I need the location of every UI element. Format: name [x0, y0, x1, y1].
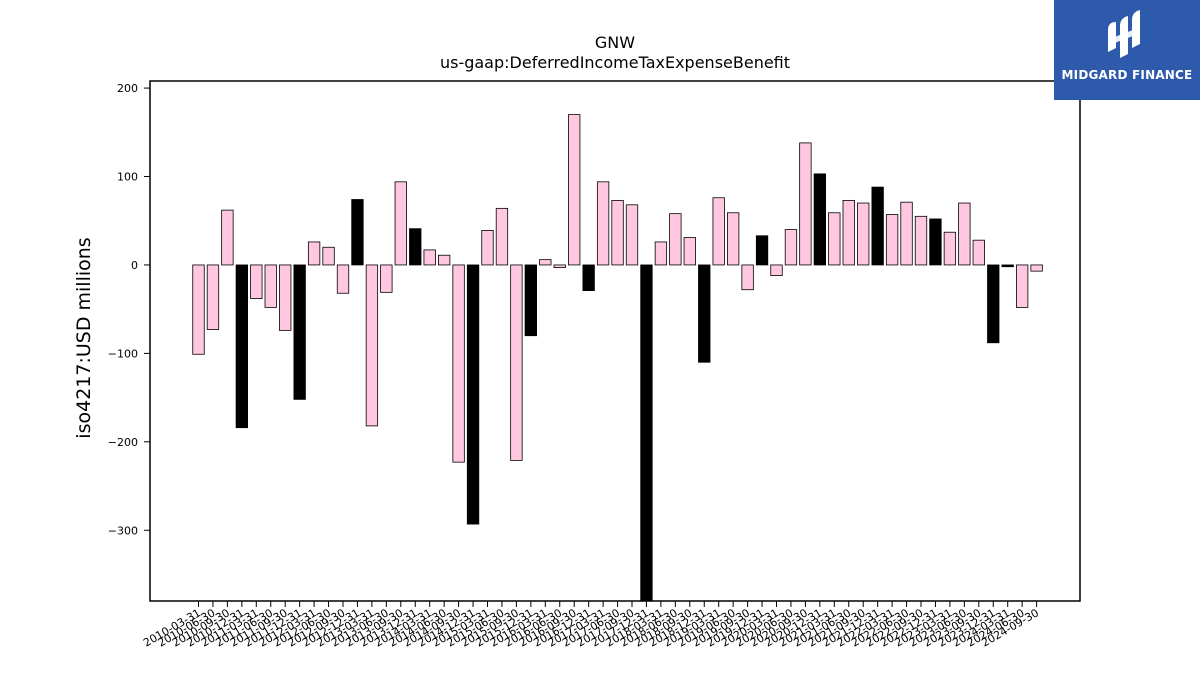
bar-2010-09-30	[221, 209, 234, 266]
plot-area-frame	[149, 80, 1081, 602]
bar-2019-06-30	[727, 212, 740, 266]
bar-2023-12-31	[987, 264, 1000, 344]
bar-2011-06-30	[264, 264, 277, 308]
bar-2010-03-31	[192, 264, 205, 355]
midgard-logo-icon	[1108, 10, 1140, 58]
bar-2021-03-31	[828, 212, 841, 266]
bar-2016-09-30	[568, 114, 581, 266]
bar-2015-12-31	[524, 264, 537, 337]
bar-2017-06-30	[611, 199, 624, 266]
bar-2017-09-30	[625, 204, 639, 266]
ticks-layer: 2010-03-312010-06-302010-09-302010-12-31…	[108, 82, 1041, 649]
bar-2019-03-31	[712, 197, 725, 266]
logo-text: MIDGARD FINANCE	[1061, 68, 1193, 82]
bar-2015-06-30	[495, 207, 509, 266]
y-tick-label: −300	[108, 524, 138, 537]
bar-2018-09-30	[683, 237, 696, 266]
bar-2014-06-30	[437, 254, 451, 266]
bar-2012-09-30	[336, 264, 350, 294]
bar-2024-06-30	[1016, 264, 1029, 308]
bar-2020-09-30	[799, 142, 812, 266]
bar-2018-06-30	[669, 213, 682, 266]
bar-2014-09-30	[452, 264, 465, 463]
bar-2023-03-31	[943, 231, 957, 266]
bar-2012-06-30	[322, 246, 335, 266]
bar-2018-03-31	[654, 241, 668, 266]
bar-2024-03-31	[1001, 264, 1014, 268]
bar-2012-03-31	[307, 241, 321, 266]
bar-2021-06-30	[842, 199, 855, 266]
bar-2013-12-31	[409, 228, 422, 266]
y-tick-label: 0	[131, 259, 138, 272]
bar-2011-03-31	[250, 264, 263, 299]
bar-2022-03-31	[885, 214, 899, 266]
bar-2013-06-30	[380, 264, 393, 293]
bar-2016-12-31	[582, 264, 595, 292]
bar-2024-09-30	[1030, 264, 1043, 272]
bar-2021-09-30	[857, 202, 870, 266]
bar-2022-06-30	[900, 201, 913, 266]
bar-2017-03-31	[596, 181, 610, 266]
bar-2020-12-31	[813, 173, 826, 266]
bar-2018-12-31	[698, 264, 711, 363]
bar-2010-06-30	[206, 264, 220, 330]
bar-2023-09-30	[972, 239, 985, 266]
chart-title: GNW	[595, 33, 635, 52]
bar-2013-09-30	[394, 181, 407, 266]
bar-2015-03-31	[481, 230, 494, 266]
bar-2020-03-31	[770, 264, 783, 276]
bars-layer	[192, 114, 1043, 602]
y-axis-label: iso4217:USD millions	[73, 237, 95, 438]
bar-2014-12-31	[466, 264, 480, 525]
bar-2011-09-30	[279, 264, 292, 331]
bar-2020-06-30	[784, 229, 798, 266]
chart-subtitle: us-gaap:DeferredIncomeTaxExpenseBenefit	[440, 53, 790, 72]
bar-2017-12-31	[640, 264, 653, 602]
y-tick-label: 200	[117, 82, 138, 95]
midgard-finance-logo: MIDGARD FINANCE	[1054, 0, 1200, 100]
bar-2014-03-31	[423, 249, 436, 266]
bar-2023-06-30	[958, 202, 971, 266]
bar-2022-12-31	[929, 218, 942, 266]
bar-2015-09-30	[510, 264, 523, 461]
y-tick-label: −100	[108, 347, 138, 360]
bar-2010-12-31	[235, 264, 249, 429]
y-tick-label: −200	[108, 436, 138, 449]
bar-2012-12-31	[351, 199, 364, 266]
bar-2019-09-30	[741, 264, 754, 291]
bar-2013-03-31	[365, 264, 379, 427]
bar-2016-06-30	[553, 264, 566, 269]
y-tick-label: 100	[117, 171, 138, 184]
bar-2016-03-31	[539, 259, 552, 266]
bar-2021-12-31	[871, 186, 884, 266]
bar-2011-12-31	[293, 264, 306, 400]
bar-2019-12-31	[755, 235, 769, 266]
bar-2022-09-30	[914, 215, 928, 266]
